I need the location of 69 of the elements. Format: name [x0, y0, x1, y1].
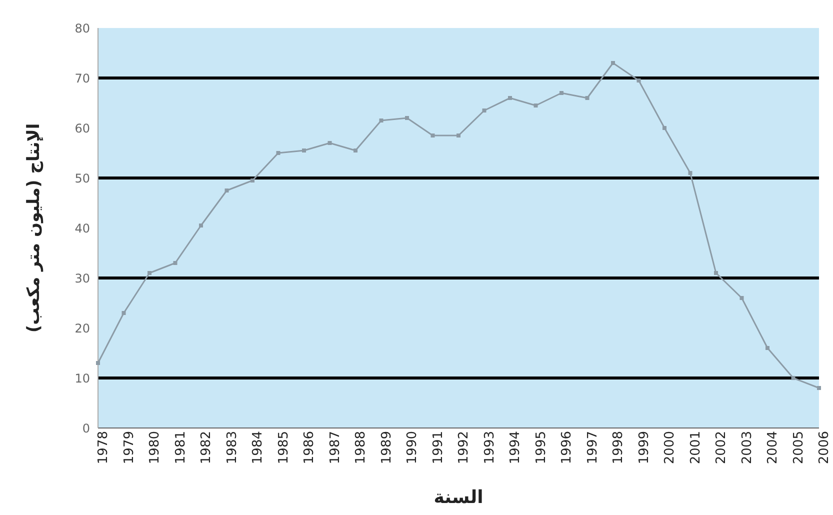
point	[148, 271, 152, 275]
x-tick-label: 2001	[688, 431, 704, 464]
y-tick-label: 60	[74, 121, 90, 136]
x-tick-label: 1994	[508, 431, 524, 464]
point	[508, 96, 512, 100]
x-tick-label: 1998	[611, 431, 626, 464]
point	[688, 171, 692, 175]
y-tick-label: 70	[74, 71, 90, 86]
point	[405, 116, 409, 120]
x-tick-label: 1981	[173, 431, 188, 464]
point	[276, 151, 280, 155]
x-tick-label: 1985	[276, 431, 292, 464]
x-tick-label: 1999	[636, 431, 652, 464]
point	[199, 224, 203, 228]
point	[354, 148, 358, 152]
x-tick-label: 1980	[148, 431, 163, 464]
x-tick-label: 2003	[740, 431, 755, 464]
x-tick-label: 1984	[250, 431, 266, 464]
point	[456, 134, 460, 138]
point	[173, 261, 178, 265]
x-tick-label: 1996	[560, 431, 575, 464]
point	[560, 91, 564, 95]
point	[766, 346, 770, 350]
point	[379, 118, 384, 122]
point	[714, 271, 718, 275]
point	[96, 361, 100, 365]
point	[250, 178, 254, 182]
y-tick-label: 40	[74, 221, 90, 236]
x-tick-label: 1982	[199, 431, 214, 464]
point	[662, 126, 666, 130]
x-tick-label: 1995	[534, 431, 549, 464]
point	[430, 134, 435, 138]
y-tick-label: 50	[74, 171, 90, 186]
y-tick-label: 20	[74, 321, 90, 336]
point	[636, 78, 641, 82]
x-tick-label: 1983	[224, 431, 240, 464]
point	[328, 141, 332, 145]
x-tick-label: 1991	[430, 431, 446, 464]
x-tick-label: 1979	[122, 431, 137, 464]
point	[585, 96, 590, 100]
point	[224, 188, 229, 192]
x-axis-title: السنة	[434, 487, 484, 508]
x-tick-label: 2004	[766, 431, 781, 464]
x-tick-label: 2000	[662, 431, 678, 464]
x-tick-label: 1987	[328, 431, 343, 464]
x-tick-label: 2005	[791, 431, 806, 464]
y-tick-label: 0	[82, 421, 90, 436]
x-tick-label: 2006	[817, 431, 832, 464]
point	[302, 148, 306, 152]
y-tick-label: 30	[74, 271, 90, 286]
x-tick-label: 1993	[482, 431, 498, 464]
point	[791, 376, 796, 380]
x-tick-label: 1997	[585, 431, 600, 464]
x-tick-label: 1992	[456, 431, 472, 464]
point	[534, 104, 538, 108]
y-tick-label: 80	[74, 21, 90, 36]
point	[482, 108, 486, 112]
point	[740, 296, 744, 300]
x-tick-label: 1986	[302, 431, 318, 464]
y-tick-label: 10	[74, 371, 90, 386]
x-tick-label: 2002	[714, 431, 730, 464]
x-tick-label: 1989	[379, 431, 394, 464]
x-tick-label: 1990	[405, 431, 420, 464]
x-tick-label: 1978	[96, 431, 112, 464]
point	[611, 61, 615, 65]
y-axis-title: الإنتاج (مليون متر مكعب)	[24, 123, 44, 333]
point	[122, 311, 126, 315]
point	[817, 386, 821, 390]
x-tick-label: 1988	[354, 431, 369, 464]
